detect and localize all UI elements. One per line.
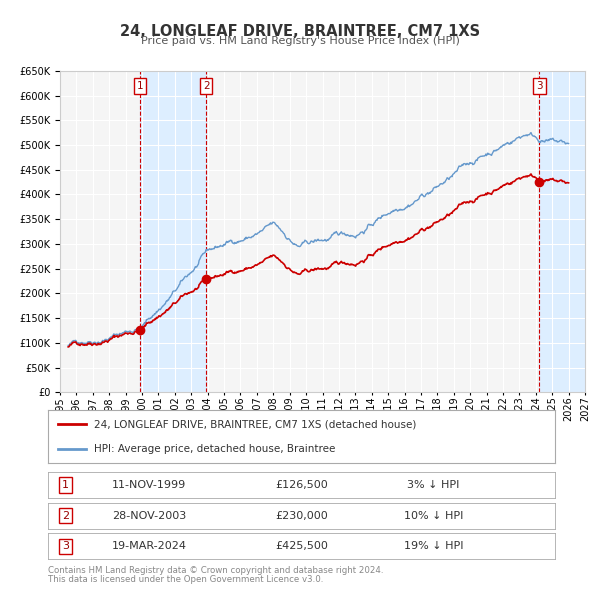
Text: 3: 3 [536,81,542,91]
Text: Contains HM Land Registry data © Crown copyright and database right 2024.: Contains HM Land Registry data © Crown c… [48,566,383,575]
Text: 1: 1 [137,81,143,91]
Text: 28-NOV-2003: 28-NOV-2003 [112,511,187,520]
Text: 19-MAR-2024: 19-MAR-2024 [112,542,187,551]
Text: 11-NOV-1999: 11-NOV-1999 [112,480,187,490]
Text: £425,500: £425,500 [275,542,328,551]
Text: 24, LONGLEAF DRIVE, BRAINTREE, CM7 1XS: 24, LONGLEAF DRIVE, BRAINTREE, CM7 1XS [120,24,480,38]
Text: 10% ↓ HPI: 10% ↓ HPI [404,511,463,520]
Text: 2: 2 [203,81,209,91]
Bar [539,71,585,392]
Text: 3: 3 [62,542,69,551]
Text: 3% ↓ HPI: 3% ↓ HPI [407,480,460,490]
Text: 19% ↓ HPI: 19% ↓ HPI [404,542,463,551]
Bar [140,71,206,392]
Text: 2: 2 [62,511,70,520]
Text: 1: 1 [62,480,69,490]
Text: HPI: Average price, detached house, Braintree: HPI: Average price, detached house, Brai… [94,444,335,454]
Text: This data is licensed under the Open Government Licence v3.0.: This data is licensed under the Open Gov… [48,575,323,584]
Text: £230,000: £230,000 [275,511,328,520]
Text: 24, LONGLEAF DRIVE, BRAINTREE, CM7 1XS (detached house): 24, LONGLEAF DRIVE, BRAINTREE, CM7 1XS (… [94,419,416,430]
Text: Price paid vs. HM Land Registry's House Price Index (HPI): Price paid vs. HM Land Registry's House … [140,36,460,46]
Text: £126,500: £126,500 [275,480,328,490]
